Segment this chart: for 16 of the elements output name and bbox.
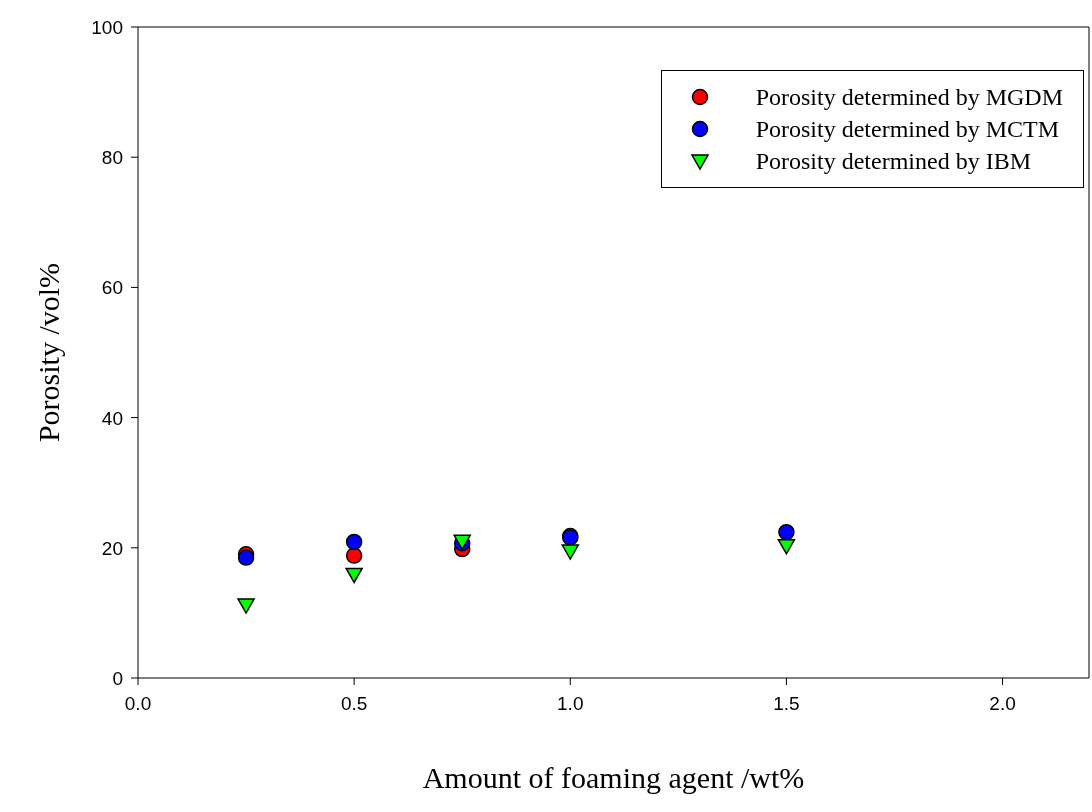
x-tick-label: 2.0 — [989, 693, 1016, 715]
y-axis-title: Porosity /vol% — [31, 262, 65, 443]
legend-label: Porosity determined by MGDM — [755, 83, 1063, 111]
y-tick-label: 20 — [101, 537, 123, 559]
y-tick-label: 100 — [91, 17, 123, 38]
legend-label: Porosity determined by IBM — [755, 147, 1031, 175]
x-tick-label: 1.5 — [773, 693, 800, 715]
legend-label: Porosity determined by MCTM — [755, 115, 1060, 143]
y-tick-label: 0 — [112, 668, 123, 689]
x-tick-label: 1.0 — [557, 693, 584, 715]
x-tick-label: 0.0 — [124, 693, 152, 715]
y-tick-label: 80 — [101, 147, 123, 169]
y-tick-label: 60 — [101, 277, 123, 299]
x-tick-label: 0.5 — [340, 693, 368, 715]
y-tick-label: 40 — [101, 407, 123, 429]
x-axis-title: Amount of foaming agent /wt% — [422, 761, 805, 794]
